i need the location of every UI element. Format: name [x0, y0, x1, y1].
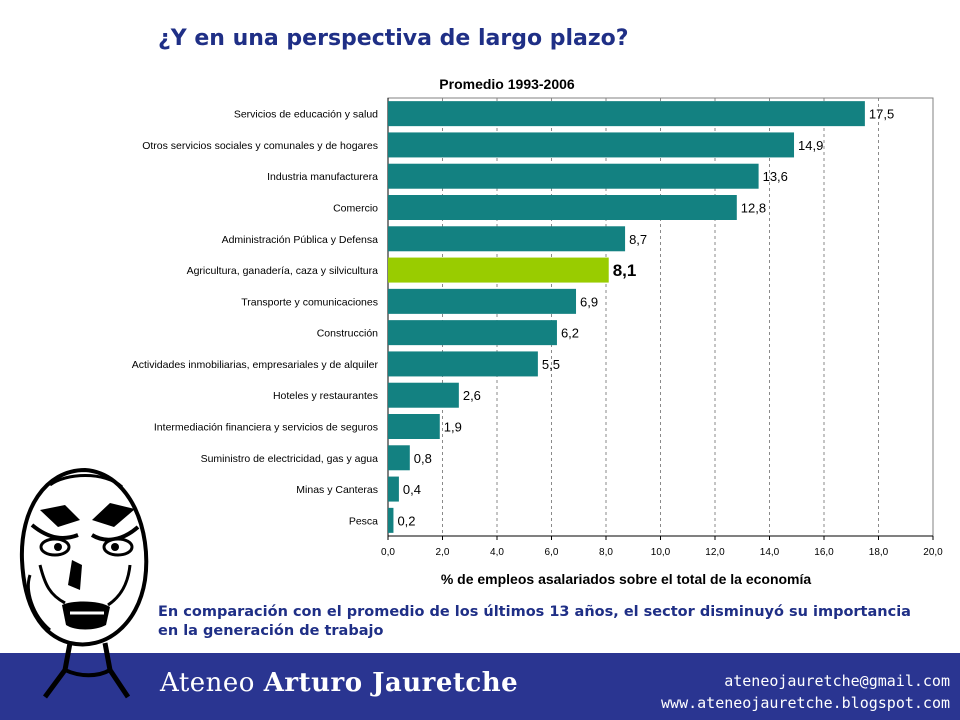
x-tick-label: 12,0	[705, 547, 725, 558]
data-label: 1,9	[444, 420, 462, 435]
category-label: Industria manufacturera	[267, 171, 378, 183]
bars-group	[388, 101, 865, 533]
data-label: 13,6	[763, 169, 788, 184]
cartoon-face-illustration	[19, 467, 149, 699]
bar	[388, 445, 410, 471]
data-label: 0,4	[403, 482, 421, 497]
x-tick-label: 10,0	[651, 547, 671, 558]
x-tick-label: 4,0	[490, 547, 504, 558]
data-label: 12,8	[741, 201, 766, 216]
footer-band	[0, 653, 960, 720]
data-label: 8,7	[629, 232, 647, 247]
x-tick-label: 16,0	[814, 547, 834, 558]
bar	[388, 476, 399, 502]
slide-title: ¿Y en una perspectiva de largo plazo?	[158, 26, 629, 51]
category-label: Hoteles y restaurantes	[273, 390, 378, 402]
category-label: Intermediación financiera y servicios de…	[154, 422, 378, 434]
brand-name: Arturo Jauretche	[263, 668, 519, 698]
bar	[388, 195, 737, 220]
contact-website: www.ateneojauretche.blogspot.com	[661, 694, 950, 712]
bar	[388, 132, 795, 158]
category-label: Otros servicios sociales y comunales y d…	[142, 140, 378, 152]
bar	[388, 320, 557, 346]
category-label: Minas y Canteras	[296, 484, 378, 496]
category-label: Pesca	[349, 515, 378, 527]
value-labels: 17,5 14,9 13,6 12,8 8,7 8,1 6,9 6,2 5,5 2,6 1,9 0,8…	[397, 107, 894, 529]
brand-word-ateneo: Ateneo	[160, 668, 255, 698]
x-tick-label: 0,0	[381, 547, 395, 558]
bar	[388, 101, 865, 127]
chart-title: Promedio 1993-2006	[439, 76, 575, 92]
caption-text: En comparación con el promedio de los úl…	[158, 604, 911, 639]
x-tick-label: 6,0	[545, 547, 559, 558]
data-label: 0,2	[397, 513, 415, 528]
bar	[388, 351, 538, 377]
x-tick-label: 14,0	[760, 547, 780, 558]
bar	[388, 226, 626, 252]
contact-email: ateneojauretche@gmail.com	[724, 672, 950, 690]
category-labels: Servicios de educación y salud Otros serv…	[132, 109, 379, 528]
bar	[388, 414, 440, 439]
data-label-highlighted: 8,1	[613, 261, 637, 280]
data-label: 14,9	[798, 138, 823, 153]
category-label: Agricultura, ganadería, caza y silvicult…	[187, 265, 379, 277]
footer-contact: ateneojauretche@gmail.com www.ateneojaur…	[661, 670, 950, 714]
data-label: 17,5	[869, 107, 894, 122]
category-label: Servicios de educación y salud	[234, 109, 378, 121]
x-axis-title: % de empleos asalariados sobre el total …	[441, 571, 812, 587]
data-label: 6,2	[561, 326, 579, 341]
x-tick-label: 2,0	[436, 547, 450, 558]
bar	[388, 507, 394, 533]
category-label: Comercio	[333, 203, 378, 215]
category-label: Construcción	[317, 328, 378, 340]
x-tick-label: 8,0	[599, 547, 613, 558]
footer-brand: Ateneo Arturo Jauretche	[160, 668, 518, 698]
bar	[388, 382, 459, 408]
x-axis-ticks: 0,0 2,0 4,0 6,0 8,0 10,0 12,0 14,0 16,0 18,0 20,0	[381, 536, 943, 558]
data-label: 2,6	[463, 388, 481, 403]
data-label: 5,5	[542, 357, 560, 372]
bar	[388, 163, 759, 189]
bar-highlighted	[388, 257, 609, 283]
category-label: Transporte y comunicaciones	[241, 296, 378, 308]
bar-chart: Promedio 1993-2006 Servicios de educació…	[132, 76, 943, 587]
chart-grid	[442, 98, 879, 536]
bar	[388, 288, 577, 314]
category-label: Administración Pública y Defensa	[222, 234, 379, 246]
category-label: Actividades inmobiliarias, empresariales…	[132, 359, 379, 371]
x-tick-label: 18,0	[869, 547, 889, 558]
data-label: 0,8	[414, 451, 432, 466]
data-label: 6,9	[580, 294, 598, 309]
x-tick-label: 20,0	[923, 547, 943, 558]
category-label: Suministro de electricidad, gas y agua	[201, 453, 379, 465]
